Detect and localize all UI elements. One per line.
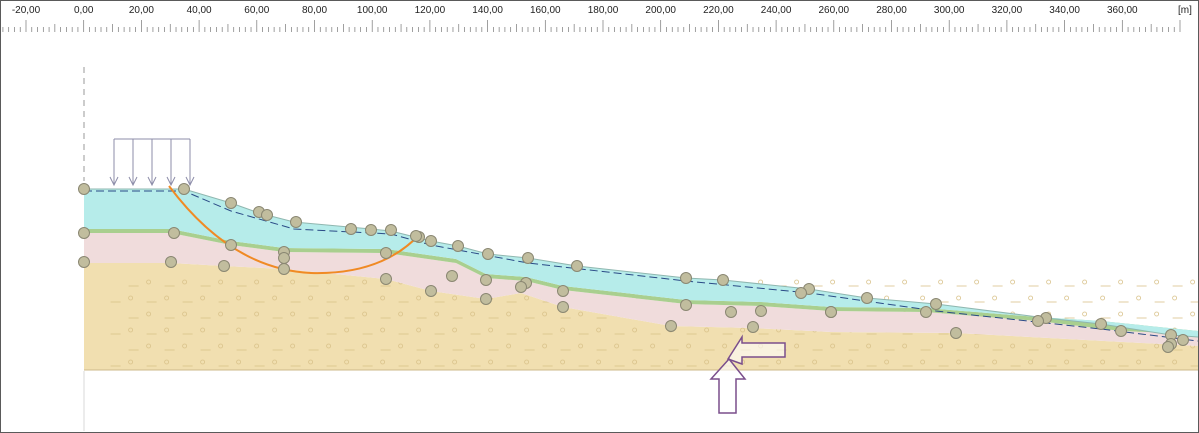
ruler-tick-label: -20,00: [11, 5, 41, 16]
ruler-tick-label: 100,00: [356, 5, 388, 16]
model-point[interactable]: [218, 260, 230, 272]
load-arrow: [166, 139, 176, 187]
model-point[interactable]: [385, 224, 397, 236]
ruler-tick-label: 280,00: [876, 5, 907, 16]
model-point[interactable]: [482, 248, 494, 260]
ruler-unit-label: [m]: [1178, 5, 1192, 16]
model-point[interactable]: [165, 256, 177, 268]
soil-layer-sand[interactable]: [84, 263, 1198, 370]
model-point[interactable]: [278, 252, 290, 264]
model-point[interactable]: [480, 274, 492, 286]
model-point[interactable]: [410, 230, 422, 242]
model-point[interactable]: [571, 260, 583, 272]
navigation-arrow-up[interactable]: [709, 357, 747, 414]
ruler-ticks: [2, 20, 1181, 32]
ruler-tick-label: 360,00: [1107, 5, 1138, 16]
model-point[interactable]: [78, 183, 90, 195]
model-point[interactable]: [930, 298, 942, 310]
ruler-tick-label: 300,00: [933, 5, 965, 16]
ruler-tick-label: 60,00: [244, 5, 270, 16]
model-point[interactable]: [680, 272, 692, 284]
load-arrow: [185, 139, 195, 187]
ruler-tick-label: 240,00: [760, 5, 792, 16]
model-point[interactable]: [168, 227, 180, 239]
model-point[interactable]: [225, 197, 237, 209]
model-point[interactable]: [747, 321, 759, 333]
model-point[interactable]: [365, 224, 377, 236]
model-point[interactable]: [425, 235, 437, 247]
navigation-arrow-left[interactable]: [726, 334, 786, 366]
model-point[interactable]: [717, 274, 729, 286]
water-table-line: [84, 190, 1198, 342]
model-point[interactable]: [665, 320, 677, 332]
model-point[interactable]: [557, 301, 569, 313]
model-point[interactable]: [1095, 318, 1107, 330]
ruler-tick-label: 200,00: [645, 5, 676, 16]
ruler-tick-label: 140,00: [472, 5, 503, 16]
model-point[interactable]: [425, 285, 437, 297]
model-point[interactable]: [755, 305, 767, 317]
ruler-tick-label: 20,00: [128, 5, 154, 16]
model-point[interactable]: [1162, 341, 1174, 353]
model-point[interactable]: [795, 287, 807, 299]
model-point[interactable]: [1032, 315, 1044, 327]
model-point[interactable]: [278, 263, 290, 275]
model-point[interactable]: [557, 285, 569, 297]
model-points[interactable]: [78, 183, 1189, 353]
model-point[interactable]: [380, 247, 392, 259]
model-point[interactable]: [950, 327, 962, 339]
model-point[interactable]: [380, 273, 392, 285]
model-point[interactable]: [920, 306, 932, 318]
model-point[interactable]: [452, 240, 464, 252]
model-point[interactable]: [178, 183, 190, 195]
model-point[interactable]: [345, 223, 357, 235]
ruler-tick-label: 80,00: [301, 5, 328, 16]
load-arrow: [109, 139, 119, 187]
model-point[interactable]: [225, 239, 237, 251]
model-point[interactable]: [515, 281, 527, 293]
model-point[interactable]: [446, 270, 458, 282]
surcharge-load[interactable]: [109, 138, 195, 187]
ruler-tick-label: 220,00: [703, 5, 734, 16]
ruler-tick-label: 0,00: [73, 5, 94, 16]
model-point[interactable]: [78, 256, 90, 268]
model-point[interactable]: [861, 292, 873, 304]
ruler-tick-label: 320,00: [991, 5, 1023, 16]
model-point[interactable]: [290, 216, 302, 228]
load-arrow: [147, 139, 157, 187]
load-arrow: [128, 139, 138, 187]
horizontal-ruler: -20,00 0,00 20,00 40,00 60,00 80,00 100,00 120,…: [1, 1, 1198, 37]
model-point[interactable]: [825, 306, 837, 318]
model-point[interactable]: [680, 299, 692, 311]
ruler-tick-label: 160,00: [530, 5, 561, 16]
ruler-tick-label: 40,00: [186, 5, 212, 16]
ruler-tick-label: 180,00: [587, 5, 619, 16]
model-point[interactable]: [78, 227, 90, 239]
model-point[interactable]: [725, 306, 737, 318]
ruler-tick-label: 120,00: [414, 5, 446, 16]
model-point[interactable]: [1115, 325, 1127, 337]
model-point[interactable]: [522, 252, 534, 264]
ruler-tick-label: 260,00: [818, 5, 850, 16]
model-point[interactable]: [480, 293, 492, 305]
soil-layer-thin-band[interactable]: [84, 229, 1198, 334]
model-point[interactable]: [261, 209, 273, 221]
model-point[interactable]: [1177, 334, 1189, 346]
soil-layer-clay[interactable]: [84, 233, 1198, 346]
ruler-tick-label: 340,00: [1049, 5, 1080, 16]
model-canvas[interactable]: [1, 37, 1198, 432]
